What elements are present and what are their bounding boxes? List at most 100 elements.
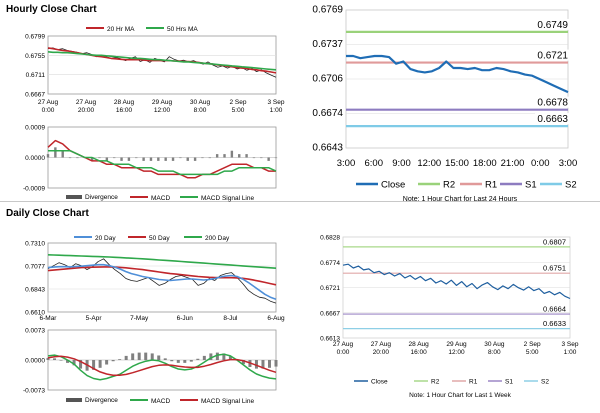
daily-pivot-ytick-0: 0.6828	[320, 235, 340, 242]
hourly-divergence-bar	[267, 157, 270, 161]
daily-divergence-bar	[124, 355, 128, 360]
hourly-pivot-legend-s1-label: S1	[525, 180, 537, 191]
hourly-pivot-ytick-0: 0.6769	[312, 5, 343, 16]
daily-pivot-legend-close-label: Close	[371, 379, 388, 386]
hourly-divergence-bar	[120, 157, 123, 161]
daily-pivot-ytick-2: 0.6721	[320, 285, 340, 292]
hourly-legend-divergence-label: Divergence	[85, 194, 118, 201]
daily-divergence-bar	[79, 360, 83, 369]
daily-pivot-legend-r1-label: R1	[469, 379, 478, 386]
daily-price-xtick-4: 8-Jul	[223, 315, 238, 322]
daily-legend-signal-label: MACD Signal Line	[201, 398, 254, 405]
daily-pivot-xtick-4-time: 8:00	[488, 349, 501, 356]
hourly-divergence-bar	[142, 157, 145, 161]
hourly-divergence-bar	[149, 157, 153, 161]
daily-pivot-xtick-1-time: 20:00	[373, 349, 390, 356]
hourly-divergence-bar	[68, 157, 72, 159]
daily-price-ytick-2: 0.6843	[25, 287, 45, 294]
hourly-pivot-xtick-1: 6:00	[365, 158, 384, 169]
daily-divergence-bar	[196, 358, 200, 360]
daily-price-xtick-2: 7-May	[130, 315, 149, 322]
hourly-legend-ma50-label: 50 Hrs MA	[167, 26, 198, 33]
hourly-pivot-legend-r2-label: R2	[443, 180, 455, 191]
hourly-signal-line	[48, 149, 277, 176]
hourly-divergence-bar	[260, 157, 263, 159]
hourly-price-xtick-3: 29 Aug	[152, 99, 173, 106]
hourly-divergence-bar	[208, 157, 212, 159]
hourly-divergence-bar	[274, 157, 278, 159]
daily-price-ytick-0: 0.7310	[25, 241, 45, 248]
daily-divergence-bar	[105, 360, 109, 365]
hourly-macd-line	[47, 139, 276, 179]
daily-pivot-legend-s2-label: S2	[541, 379, 549, 386]
hourly-pivot-xtick-0: 3:00	[337, 158, 356, 169]
hourly-pivot-xtick-6: 21:00	[501, 158, 525, 169]
hourly-divergence-bar	[135, 157, 138, 159]
hourly-pivot-note: Note: 1 Hour Chart for Last 24 Hours	[403, 196, 518, 203]
hourly-price-xtick-6-time: 1:00	[270, 107, 283, 114]
daily-legend-ma20-label: 20 Day	[95, 235, 116, 242]
hourly-divergence-bar	[171, 157, 175, 161]
daily-macd-ytick-2: -0.0073	[23, 388, 45, 395]
daily-divergence-bar	[137, 352, 141, 360]
hourly-price-xtick-5-time: 5:00	[232, 107, 245, 114]
hourly-pivot-legend-close-label: Close	[381, 180, 405, 191]
hourly-divergence-bar	[245, 154, 248, 158]
daily-divergence-bar	[59, 360, 63, 361]
hourly-price-xtick-1-time: 20:00	[78, 107, 95, 114]
hourly-section-title: Hourly Close Chart	[6, 4, 97, 15]
daily-pivot-legend-s1-label: S1	[505, 379, 513, 386]
daily-section-title: Daily Close Chart	[6, 208, 89, 219]
daily-divergence-bar	[176, 360, 180, 363]
daily-divergence-bar	[170, 360, 174, 362]
daily-divergence-bar	[111, 360, 115, 362]
hourly-price-ytick-3: 0.6667	[25, 92, 45, 99]
daily-legend-divergence-label: Divergence	[85, 397, 118, 404]
daily-divergence-bar	[267, 360, 271, 368]
hourly-macd-ytick-0: 0.0009	[25, 125, 45, 132]
hourly-price-xtick-4: 30 Aug	[190, 99, 211, 106]
hourly-divergence-bar	[90, 157, 94, 161]
hourly-macd-ytick-2: -0.0009	[23, 186, 45, 193]
hourly-price-xtick-4-time: 8:00	[194, 107, 207, 114]
hourly-pivot-ytick-1: 0.6737	[312, 39, 343, 50]
hourly-price-xtick-0: 27 Aug	[38, 99, 59, 106]
daily-pivot-r1-label: 0.6751	[543, 264, 566, 273]
daily-pivot-s1-label: 0.6664	[543, 305, 566, 314]
hourly-pivot-r2-label-bg	[535, 18, 569, 30]
hourly-divergence-bar	[230, 150, 234, 158]
hourly-pivot-s1-label-bg	[535, 96, 569, 108]
daily-pivot-xtick-2: 28 Aug	[409, 341, 430, 348]
daily-pivot-xtick-1: 27 Aug	[371, 341, 392, 348]
daily-legend-ma50-label: 50 Day	[149, 235, 170, 242]
daily-divergence-bar	[228, 356, 232, 360]
daily-pivot-xtick-6-time: 1:00	[564, 349, 577, 356]
hourly-pivot-legend-r1-label: R1	[485, 180, 497, 191]
hourly-divergence-bar	[164, 157, 167, 161]
section-divider	[0, 201, 600, 202]
daily-pivot-r2-label: 0.6807	[543, 237, 566, 246]
daily-pivot-xtick-0-time: 0:00	[337, 349, 350, 356]
hourly-divergence-bar	[193, 157, 197, 161]
hourly-price-frame	[47, 35, 277, 95]
hourly-divergence-bar	[157, 157, 160, 161]
hourly-divergence-bar	[238, 154, 241, 158]
daily-legend-macd-label: MACD	[151, 398, 170, 405]
hourly-pivot-s2-label: 0.6663	[537, 114, 568, 125]
hourly-pivot-xtick-3: 12:00	[417, 158, 441, 169]
hourly-pivot-s2-label-bg	[535, 113, 569, 125]
daily-price-xtick-5: 6-Aug	[267, 315, 285, 322]
daily-pivot-ytick-4: 0.6613	[320, 336, 340, 343]
hourly-pivot-xtick-8: 3:00	[559, 158, 578, 169]
hourly-pivot-close-line	[346, 54, 569, 94]
daily-divergence-bar	[157, 355, 161, 360]
daily-divergence-bar	[189, 360, 193, 362]
hourly-pivot-r2-label: 0.6749	[537, 20, 568, 31]
daily-divergence-bar	[98, 360, 102, 368]
hourly-ma50-line	[47, 51, 277, 71]
daily-pivot-xtick-3-time: 12:00	[448, 349, 465, 356]
hourly-divergence-bar	[186, 157, 189, 161]
hourly-pivot-ytick-2: 0.6706	[312, 74, 343, 85]
daily-price-ytick-1: 0.7077	[25, 264, 45, 271]
daily-pivot-xtick-5-time: 5:00	[526, 349, 539, 356]
